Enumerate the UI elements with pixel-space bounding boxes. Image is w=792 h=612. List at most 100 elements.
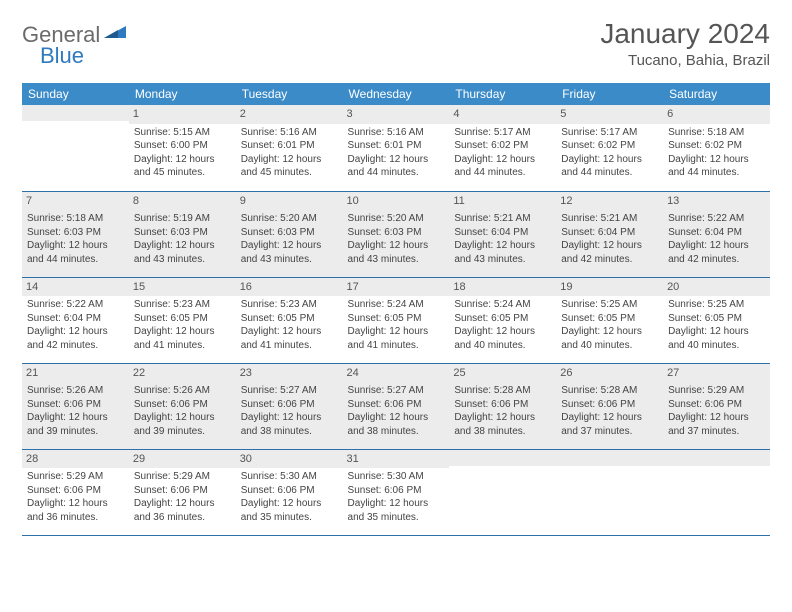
sunrise-text: Sunrise: 5:21 AM bbox=[454, 212, 551, 226]
weekday-header: Thursday bbox=[449, 83, 556, 105]
daylight-text: Daylight: 12 hours and 44 minutes. bbox=[348, 153, 445, 180]
daylight-text: Daylight: 12 hours and 36 minutes. bbox=[134, 497, 231, 524]
daylight-text: Daylight: 12 hours and 41 minutes. bbox=[348, 325, 445, 352]
day-number: 20 bbox=[663, 278, 770, 297]
day-cell: 20Sunrise: 5:25 AMSunset: 6:05 PMDayligh… bbox=[663, 277, 770, 363]
daylight-text: Daylight: 12 hours and 42 minutes. bbox=[561, 239, 658, 266]
day-number: 9 bbox=[236, 192, 343, 211]
day-details: Sunrise: 5:24 AMSunset: 6:05 PMDaylight:… bbox=[454, 298, 551, 352]
daylight-text: Daylight: 12 hours and 40 minutes. bbox=[454, 325, 551, 352]
week-row: 7Sunrise: 5:18 AMSunset: 6:03 PMDaylight… bbox=[22, 191, 770, 277]
day-number: 22 bbox=[129, 364, 236, 383]
day-number: 16 bbox=[236, 278, 343, 297]
day-cell: 8Sunrise: 5:19 AMSunset: 6:03 PMDaylight… bbox=[129, 191, 236, 277]
day-number: 2 bbox=[236, 105, 343, 124]
day-cell: 6Sunrise: 5:18 AMSunset: 6:02 PMDaylight… bbox=[663, 105, 770, 191]
sunset-text: Sunset: 6:04 PM bbox=[27, 312, 124, 326]
sunrise-text: Sunrise: 5:18 AM bbox=[668, 126, 765, 140]
sunset-text: Sunset: 6:01 PM bbox=[241, 139, 338, 153]
daylight-text: Daylight: 12 hours and 39 minutes. bbox=[27, 411, 124, 438]
day-cell bbox=[663, 449, 770, 535]
sunset-text: Sunset: 6:06 PM bbox=[668, 398, 765, 412]
day-cell: 23Sunrise: 5:27 AMSunset: 6:06 PMDayligh… bbox=[236, 363, 343, 449]
day-number bbox=[663, 450, 770, 466]
daylight-text: Daylight: 12 hours and 45 minutes. bbox=[241, 153, 338, 180]
sunset-text: Sunset: 6:06 PM bbox=[241, 398, 338, 412]
sunrise-text: Sunrise: 5:23 AM bbox=[241, 298, 338, 312]
daylight-text: Daylight: 12 hours and 38 minutes. bbox=[348, 411, 445, 438]
weekday-header: Wednesday bbox=[343, 83, 450, 105]
sunrise-text: Sunrise: 5:29 AM bbox=[134, 470, 231, 484]
day-details: Sunrise: 5:23 AMSunset: 6:05 PMDaylight:… bbox=[134, 298, 231, 352]
daylight-text: Daylight: 12 hours and 40 minutes. bbox=[561, 325, 658, 352]
daylight-text: Daylight: 12 hours and 41 minutes. bbox=[134, 325, 231, 352]
sunset-text: Sunset: 6:05 PM bbox=[561, 312, 658, 326]
day-details: Sunrise: 5:29 AMSunset: 6:06 PMDaylight:… bbox=[668, 384, 765, 438]
daylight-text: Daylight: 12 hours and 44 minutes. bbox=[668, 153, 765, 180]
day-cell: 22Sunrise: 5:26 AMSunset: 6:06 PMDayligh… bbox=[129, 363, 236, 449]
day-cell bbox=[556, 449, 663, 535]
day-number: 14 bbox=[22, 278, 129, 297]
day-cell: 4Sunrise: 5:17 AMSunset: 6:02 PMDaylight… bbox=[449, 105, 556, 191]
day-details: Sunrise: 5:28 AMSunset: 6:06 PMDaylight:… bbox=[454, 384, 551, 438]
sunset-text: Sunset: 6:04 PM bbox=[668, 226, 765, 240]
daylight-text: Daylight: 12 hours and 45 minutes. bbox=[134, 153, 231, 180]
sunset-text: Sunset: 6:03 PM bbox=[348, 226, 445, 240]
weekday-header: Tuesday bbox=[236, 83, 343, 105]
day-details: Sunrise: 5:27 AMSunset: 6:06 PMDaylight:… bbox=[241, 384, 338, 438]
weekday-header: Saturday bbox=[663, 83, 770, 105]
sunrise-text: Sunrise: 5:17 AM bbox=[454, 126, 551, 140]
day-details: Sunrise: 5:16 AMSunset: 6:01 PMDaylight:… bbox=[348, 126, 445, 180]
sunrise-text: Sunrise: 5:25 AM bbox=[561, 298, 658, 312]
sunset-text: Sunset: 6:03 PM bbox=[134, 226, 231, 240]
sunset-text: Sunset: 6:04 PM bbox=[561, 226, 658, 240]
day-cell: 13Sunrise: 5:22 AMSunset: 6:04 PMDayligh… bbox=[663, 191, 770, 277]
weekday-header: Monday bbox=[129, 83, 236, 105]
day-number: 26 bbox=[556, 364, 663, 383]
sunrise-text: Sunrise: 5:15 AM bbox=[134, 126, 231, 140]
day-details: Sunrise: 5:27 AMSunset: 6:06 PMDaylight:… bbox=[348, 384, 445, 438]
daylight-text: Daylight: 12 hours and 43 minutes. bbox=[134, 239, 231, 266]
day-details: Sunrise: 5:30 AMSunset: 6:06 PMDaylight:… bbox=[348, 470, 445, 524]
daylight-text: Daylight: 12 hours and 38 minutes. bbox=[454, 411, 551, 438]
sunset-text: Sunset: 6:06 PM bbox=[454, 398, 551, 412]
daylight-text: Daylight: 12 hours and 35 minutes. bbox=[348, 497, 445, 524]
day-cell: 19Sunrise: 5:25 AMSunset: 6:05 PMDayligh… bbox=[556, 277, 663, 363]
daylight-text: Daylight: 12 hours and 36 minutes. bbox=[27, 497, 124, 524]
day-cell: 18Sunrise: 5:24 AMSunset: 6:05 PMDayligh… bbox=[449, 277, 556, 363]
sunset-text: Sunset: 6:06 PM bbox=[561, 398, 658, 412]
weekday-header: Friday bbox=[556, 83, 663, 105]
sunset-text: Sunset: 6:03 PM bbox=[241, 226, 338, 240]
day-number: 23 bbox=[236, 364, 343, 383]
day-cell: 10Sunrise: 5:20 AMSunset: 6:03 PMDayligh… bbox=[343, 191, 450, 277]
day-cell: 25Sunrise: 5:28 AMSunset: 6:06 PMDayligh… bbox=[449, 363, 556, 449]
day-cell: 11Sunrise: 5:21 AMSunset: 6:04 PMDayligh… bbox=[449, 191, 556, 277]
sunrise-text: Sunrise: 5:24 AM bbox=[454, 298, 551, 312]
sunset-text: Sunset: 6:04 PM bbox=[454, 226, 551, 240]
day-number: 13 bbox=[663, 192, 770, 211]
day-details: Sunrise: 5:18 AMSunset: 6:03 PMDaylight:… bbox=[27, 212, 124, 266]
sunset-text: Sunset: 6:06 PM bbox=[27, 398, 124, 412]
day-details: Sunrise: 5:25 AMSunset: 6:05 PMDaylight:… bbox=[561, 298, 658, 352]
weekday-header: Sunday bbox=[22, 83, 129, 105]
sunrise-text: Sunrise: 5:22 AM bbox=[668, 212, 765, 226]
day-details: Sunrise: 5:15 AMSunset: 6:00 PMDaylight:… bbox=[134, 126, 231, 180]
sunrise-text: Sunrise: 5:28 AM bbox=[561, 384, 658, 398]
sunrise-text: Sunrise: 5:20 AM bbox=[348, 212, 445, 226]
day-number: 15 bbox=[129, 278, 236, 297]
day-number: 12 bbox=[556, 192, 663, 211]
day-cell: 29Sunrise: 5:29 AMSunset: 6:06 PMDayligh… bbox=[129, 449, 236, 535]
logo-text-blue: Blue bbox=[40, 43, 84, 68]
day-number bbox=[449, 450, 556, 466]
daylight-text: Daylight: 12 hours and 39 minutes. bbox=[134, 411, 231, 438]
day-number: 21 bbox=[22, 364, 129, 383]
day-number: 30 bbox=[236, 450, 343, 469]
day-cell: 3Sunrise: 5:16 AMSunset: 6:01 PMDaylight… bbox=[343, 105, 450, 191]
sunset-text: Sunset: 6:05 PM bbox=[668, 312, 765, 326]
location-text: Tucano, Bahia, Brazil bbox=[600, 52, 770, 69]
day-details: Sunrise: 5:25 AMSunset: 6:05 PMDaylight:… bbox=[668, 298, 765, 352]
sunset-text: Sunset: 6:06 PM bbox=[134, 484, 231, 498]
sunrise-text: Sunrise: 5:26 AM bbox=[134, 384, 231, 398]
page: General January 2024 Tucano, Bahia, Braz… bbox=[0, 0, 792, 554]
day-cell: 30Sunrise: 5:30 AMSunset: 6:06 PMDayligh… bbox=[236, 449, 343, 535]
